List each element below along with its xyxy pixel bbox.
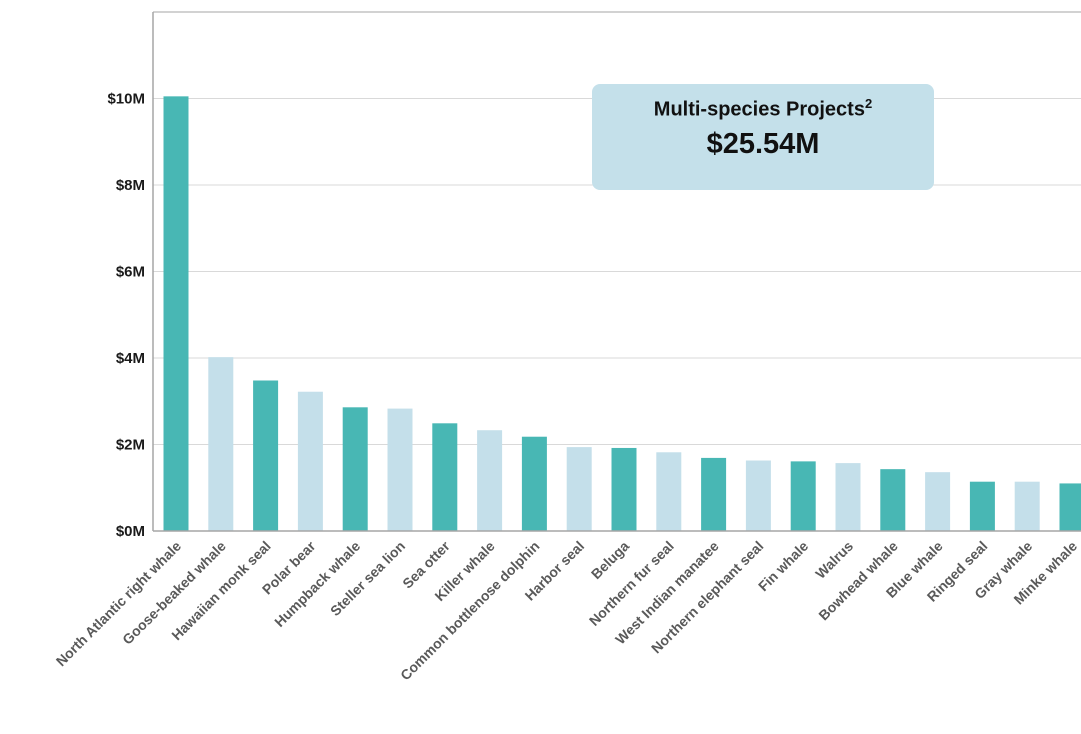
y-tick-label: $4M <box>116 350 145 367</box>
callout-footnote-marker: 2 <box>864 96 873 111</box>
y-tick-label: $0M <box>116 523 145 540</box>
bar <box>880 469 906 531</box>
bars <box>163 96 1081 532</box>
y-tick-label: $8M <box>116 177 145 194</box>
bar <box>790 461 816 531</box>
bar <box>701 457 727 531</box>
x-category-label: Northern fur seal <box>586 538 677 629</box>
bar <box>477 430 503 531</box>
bar <box>1059 483 1081 531</box>
x-category-label: Bowhead whale <box>815 538 901 624</box>
bar <box>566 447 592 531</box>
bar <box>835 463 861 531</box>
bar <box>253 380 279 531</box>
bar <box>611 447 637 531</box>
callout-value: $25.54M <box>706 127 820 160</box>
bar <box>387 408 413 531</box>
callout-title: Multi-species Projects2 <box>592 96 934 122</box>
y-axis-tick-labels: $0M $2M $4M $6M $8M $10M <box>107 91 145 541</box>
bar <box>342 407 368 531</box>
y-tick-label: $6M <box>116 264 145 281</box>
bar <box>925 472 951 531</box>
bar <box>745 460 771 531</box>
bar <box>163 96 189 532</box>
callout-title-text: Multi-species Projects <box>653 98 865 121</box>
x-category-label: Walrus <box>812 538 856 582</box>
bar <box>969 481 995 531</box>
bar <box>656 452 682 531</box>
y-tick-label: $2M <box>116 437 145 454</box>
bar <box>432 423 458 531</box>
y-tick-label: $10M <box>107 91 145 108</box>
bar <box>521 436 547 531</box>
axes <box>152 11 1081 532</box>
bar <box>297 391 323 531</box>
bar <box>208 357 234 531</box>
multi-species-callout: Multi-species Projects2 $25.54M <box>592 84 934 190</box>
bar <box>1014 481 1040 531</box>
x-category-label: Beluga <box>588 538 632 582</box>
